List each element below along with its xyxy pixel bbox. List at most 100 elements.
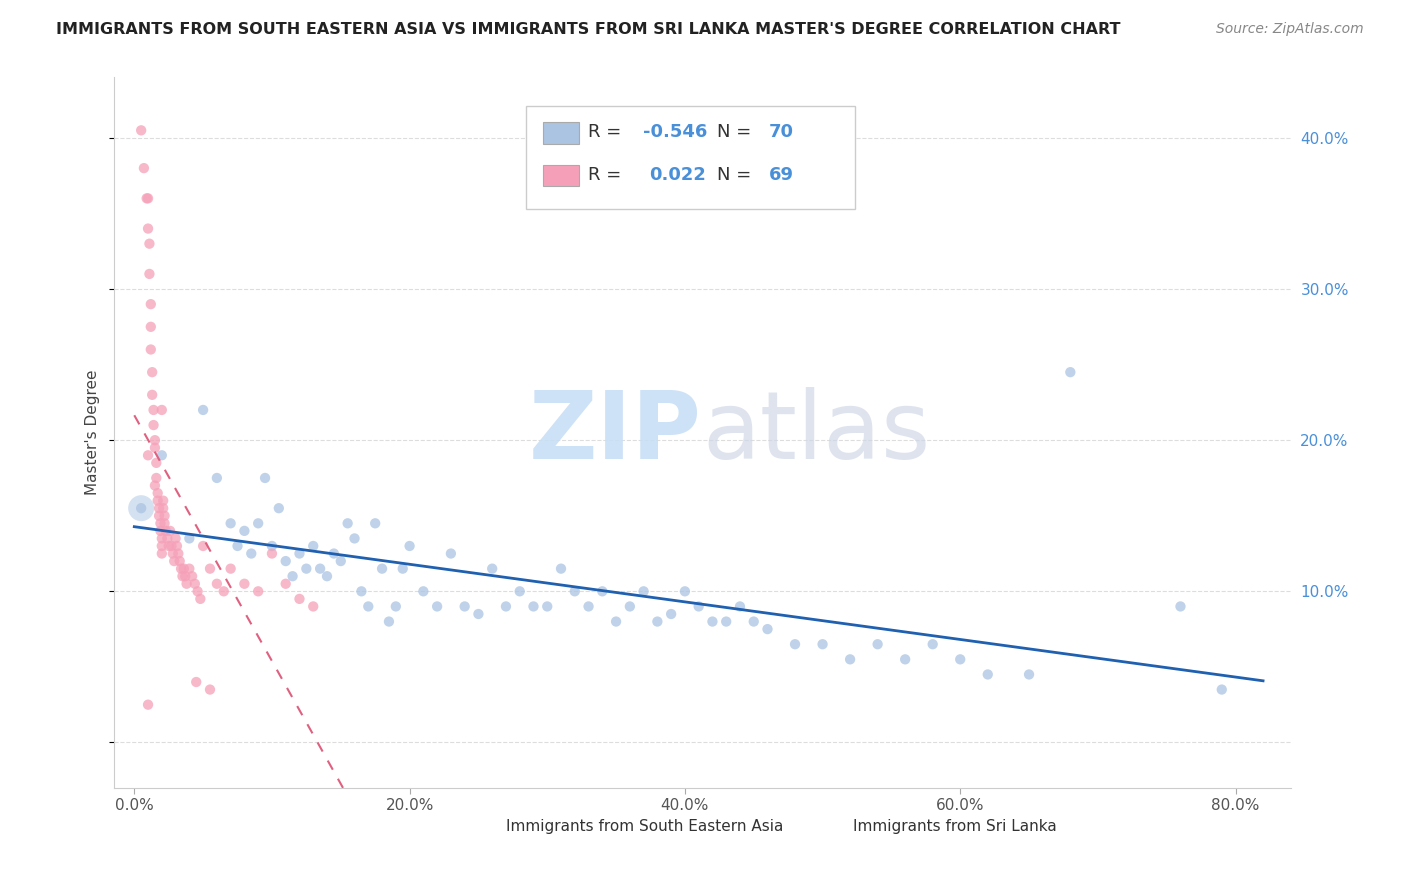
- Point: [148, 501, 170, 516]
- Point: [578, 599, 600, 614]
- Point: [153, 508, 176, 523]
- Point: [219, 516, 242, 531]
- Point: [150, 547, 173, 561]
- Point: [866, 637, 889, 651]
- Point: [146, 493, 169, 508]
- Point: [673, 584, 696, 599]
- Point: [143, 441, 166, 455]
- Point: [155, 524, 177, 538]
- Text: N =: N =: [717, 123, 758, 141]
- Point: [281, 569, 304, 583]
- Point: [160, 539, 183, 553]
- Point: [619, 599, 641, 614]
- Point: [163, 554, 186, 568]
- Point: [659, 607, 682, 621]
- Point: [136, 698, 159, 712]
- Point: [716, 615, 738, 629]
- Text: 70: 70: [769, 123, 794, 141]
- FancyBboxPatch shape: [526, 106, 855, 209]
- Point: [453, 599, 475, 614]
- Point: [167, 547, 190, 561]
- Text: ZIP: ZIP: [529, 386, 702, 479]
- Point: [187, 584, 209, 599]
- Point: [391, 562, 413, 576]
- Point: [688, 599, 710, 614]
- Point: [385, 599, 408, 614]
- Point: [481, 562, 503, 576]
- Point: [142, 403, 165, 417]
- Point: [150, 539, 173, 553]
- Point: [136, 191, 159, 205]
- Point: [184, 576, 207, 591]
- Point: [145, 456, 167, 470]
- Point: [267, 501, 290, 516]
- Point: [152, 501, 174, 516]
- Point: [156, 532, 179, 546]
- Point: [295, 562, 318, 576]
- Point: [288, 591, 311, 606]
- FancyBboxPatch shape: [467, 818, 496, 834]
- Point: [509, 584, 531, 599]
- Point: [336, 516, 359, 531]
- Point: [274, 554, 297, 568]
- Point: [254, 471, 277, 485]
- Text: -0.546: -0.546: [644, 123, 707, 141]
- Point: [129, 501, 152, 516]
- Point: [350, 584, 373, 599]
- Point: [138, 267, 160, 281]
- Point: [240, 547, 263, 561]
- Point: [205, 471, 228, 485]
- Point: [129, 123, 152, 137]
- Point: [329, 554, 352, 568]
- Point: [179, 532, 201, 546]
- Point: [302, 599, 325, 614]
- Point: [274, 576, 297, 591]
- Point: [536, 599, 558, 614]
- Point: [174, 569, 197, 583]
- Point: [205, 576, 228, 591]
- Point: [165, 532, 187, 546]
- Point: [153, 516, 176, 531]
- Point: [212, 584, 235, 599]
- Point: [141, 365, 163, 379]
- Text: Source: ZipAtlas.com: Source: ZipAtlas.com: [1216, 22, 1364, 37]
- Point: [322, 547, 344, 561]
- Point: [179, 562, 201, 576]
- Text: 0.022: 0.022: [650, 166, 706, 184]
- Point: [139, 319, 162, 334]
- Point: [412, 584, 434, 599]
- Point: [949, 652, 972, 666]
- Point: [564, 584, 586, 599]
- Point: [921, 637, 943, 651]
- Text: IMMIGRANTS FROM SOUTH EASTERN ASIA VS IMMIGRANTS FROM SRI LANKA MASTER'S DEGREE : IMMIGRANTS FROM SOUTH EASTERN ASIA VS IM…: [56, 22, 1121, 37]
- Point: [148, 508, 170, 523]
- Point: [136, 448, 159, 462]
- Point: [977, 667, 1000, 681]
- Point: [162, 547, 184, 561]
- Point: [522, 599, 544, 614]
- Point: [129, 501, 152, 516]
- Text: 69: 69: [769, 166, 794, 184]
- Point: [176, 576, 198, 591]
- Point: [260, 539, 283, 553]
- Point: [633, 584, 655, 599]
- Point: [495, 599, 517, 614]
- Point: [138, 236, 160, 251]
- Point: [247, 584, 270, 599]
- Point: [288, 547, 311, 561]
- Point: [1170, 599, 1192, 614]
- Point: [378, 615, 401, 629]
- Point: [1018, 667, 1040, 681]
- Text: atlas: atlas: [702, 386, 931, 479]
- Point: [170, 562, 193, 576]
- Point: [550, 562, 572, 576]
- Point: [426, 599, 449, 614]
- FancyBboxPatch shape: [543, 165, 578, 186]
- Point: [467, 607, 489, 621]
- FancyBboxPatch shape: [814, 818, 844, 834]
- Point: [159, 524, 181, 538]
- Point: [143, 478, 166, 492]
- Point: [191, 539, 214, 553]
- Point: [302, 539, 325, 553]
- Point: [756, 622, 779, 636]
